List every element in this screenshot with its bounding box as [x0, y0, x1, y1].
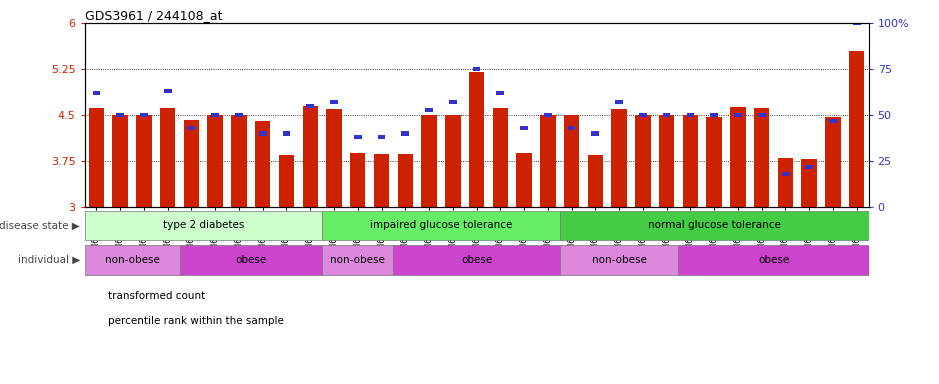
Bar: [85, 245, 179, 275]
Bar: [825, 117, 840, 207]
Text: transformed count: transformed count: [108, 291, 206, 301]
Text: non-obese: non-obese: [592, 255, 647, 265]
Bar: [422, 115, 437, 207]
Bar: [140, 113, 147, 118]
Bar: [88, 108, 104, 207]
Bar: [754, 108, 769, 207]
Bar: [588, 155, 603, 207]
Bar: [659, 115, 674, 207]
Bar: [493, 108, 508, 207]
Bar: [85, 211, 322, 240]
Bar: [540, 115, 556, 207]
Bar: [568, 126, 576, 130]
Bar: [686, 113, 694, 118]
Bar: [731, 107, 746, 207]
Bar: [449, 100, 456, 104]
Bar: [322, 245, 393, 275]
Bar: [350, 153, 365, 207]
Text: obese: obese: [758, 255, 789, 265]
Bar: [377, 135, 385, 139]
Text: obese: obese: [461, 255, 492, 265]
Bar: [802, 159, 817, 207]
Bar: [211, 113, 219, 118]
Bar: [259, 131, 267, 136]
Bar: [520, 126, 528, 130]
Bar: [615, 100, 623, 104]
Text: impaired glucose tolerance: impaired glucose tolerance: [370, 220, 512, 230]
Bar: [635, 115, 651, 207]
Bar: [806, 165, 813, 169]
Text: GDS3961 / 244108_at: GDS3961 / 244108_at: [85, 9, 222, 22]
Bar: [497, 91, 504, 95]
Text: obese: obese: [235, 255, 267, 265]
Bar: [113, 115, 128, 207]
Bar: [611, 109, 627, 207]
Text: type 2 diabetes: type 2 diabetes: [162, 220, 244, 230]
Bar: [560, 245, 679, 275]
Bar: [306, 104, 314, 108]
Bar: [188, 126, 195, 130]
Bar: [283, 131, 290, 136]
Text: non-obese: non-obese: [104, 255, 160, 265]
Bar: [560, 211, 869, 240]
Bar: [425, 108, 433, 112]
Bar: [331, 100, 338, 104]
Bar: [592, 131, 599, 136]
Bar: [777, 158, 793, 207]
Text: non-obese: non-obese: [331, 255, 385, 265]
Bar: [397, 154, 413, 207]
Text: percentile rank within the sample: percentile rank within the sample: [108, 316, 284, 326]
Bar: [781, 172, 790, 176]
Bar: [208, 115, 223, 207]
Bar: [758, 113, 765, 118]
Bar: [734, 113, 742, 118]
Bar: [710, 113, 718, 118]
Bar: [302, 106, 318, 207]
Bar: [829, 119, 837, 123]
Bar: [279, 155, 294, 207]
Bar: [163, 89, 172, 93]
Bar: [255, 121, 270, 207]
Bar: [179, 245, 322, 275]
Bar: [322, 211, 560, 240]
Bar: [231, 115, 247, 207]
Text: individual ▶: individual ▶: [18, 255, 80, 265]
Bar: [401, 131, 409, 136]
Bar: [235, 113, 243, 118]
Bar: [639, 113, 647, 118]
Bar: [472, 67, 481, 71]
Bar: [516, 153, 531, 207]
Bar: [116, 113, 124, 118]
Bar: [136, 115, 151, 207]
Bar: [93, 91, 100, 95]
Bar: [663, 113, 670, 118]
Bar: [445, 115, 460, 207]
Bar: [184, 120, 199, 207]
Bar: [683, 115, 698, 207]
Bar: [563, 115, 579, 207]
Bar: [706, 117, 722, 207]
Bar: [544, 113, 552, 118]
Bar: [354, 135, 362, 139]
Bar: [326, 109, 342, 207]
Bar: [469, 72, 485, 207]
Bar: [679, 245, 869, 275]
Bar: [853, 21, 860, 25]
Bar: [374, 154, 390, 207]
Bar: [849, 51, 865, 207]
Text: disease state ▶: disease state ▶: [0, 220, 80, 231]
Text: normal glucose tolerance: normal glucose tolerance: [648, 220, 780, 230]
Bar: [393, 245, 560, 275]
Bar: [160, 108, 176, 207]
